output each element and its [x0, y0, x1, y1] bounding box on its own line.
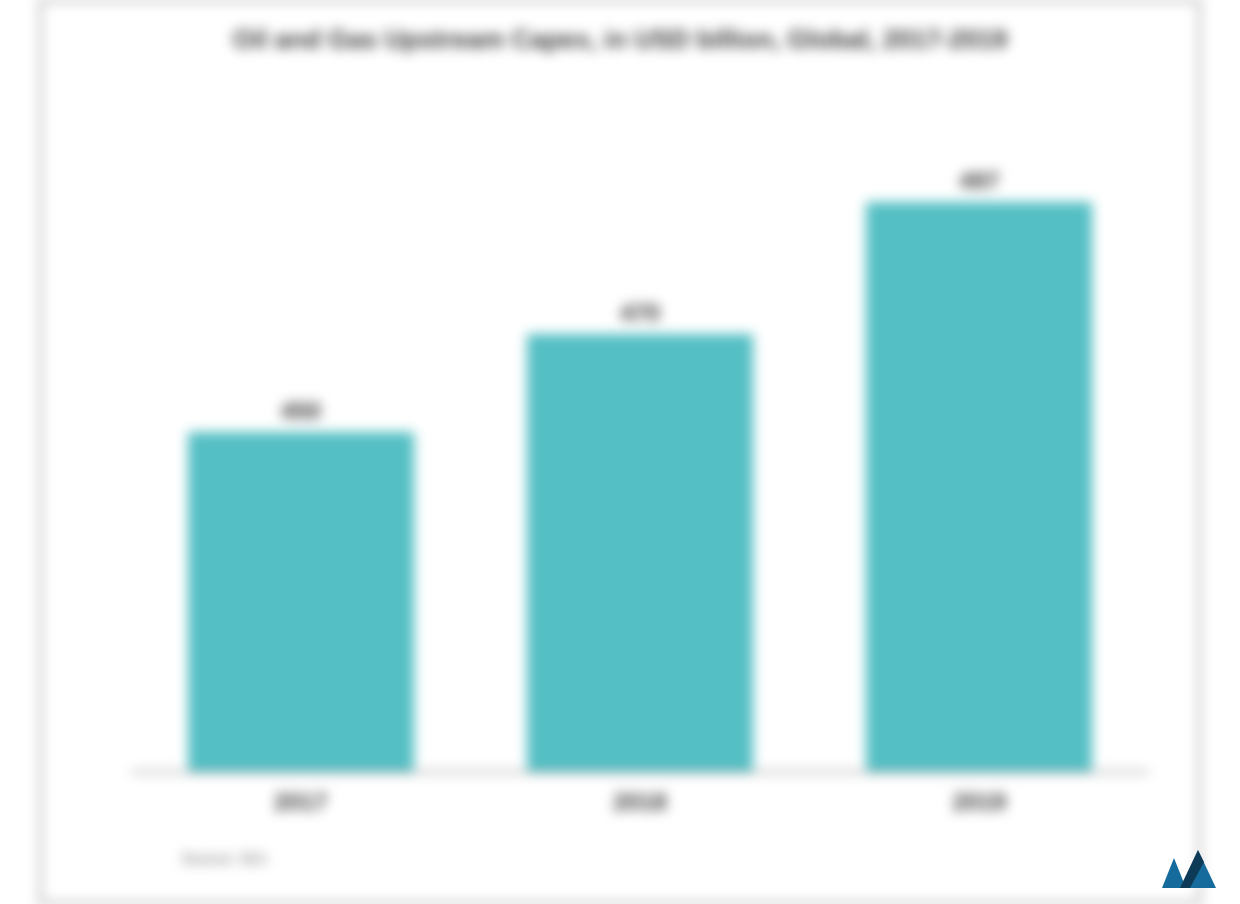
bars-row: 450 470 497	[131, 141, 1149, 773]
x-label: 2017	[148, 789, 453, 817]
x-label: 2019	[827, 789, 1132, 817]
chart-container: Oil and Gas Upstream Capex, in USD billi…	[40, 0, 1200, 904]
chart-title: Oil and Gas Upstream Capex, in USD billi…	[41, 1, 1199, 57]
x-label: 2018	[487, 789, 792, 817]
bar-2018	[527, 334, 753, 773]
bar-group-2017: 450	[148, 398, 453, 773]
bar-2019	[866, 202, 1092, 773]
bar-group-2019: 497	[827, 168, 1132, 773]
x-axis-line	[131, 771, 1149, 773]
bar-value-label: 497	[959, 168, 999, 196]
x-axis-labels: 2017 2018 2019	[131, 789, 1149, 817]
bar-2017	[188, 432, 414, 773]
bar-group-2018: 470	[487, 300, 792, 773]
bar-value-label: 450	[281, 398, 321, 426]
mordor-intelligence-logo-icon	[1160, 848, 1224, 892]
bar-value-label: 470	[620, 300, 660, 328]
plot-area: 450 470 497	[131, 141, 1149, 773]
source-text: Source: IEA	[181, 851, 266, 869]
